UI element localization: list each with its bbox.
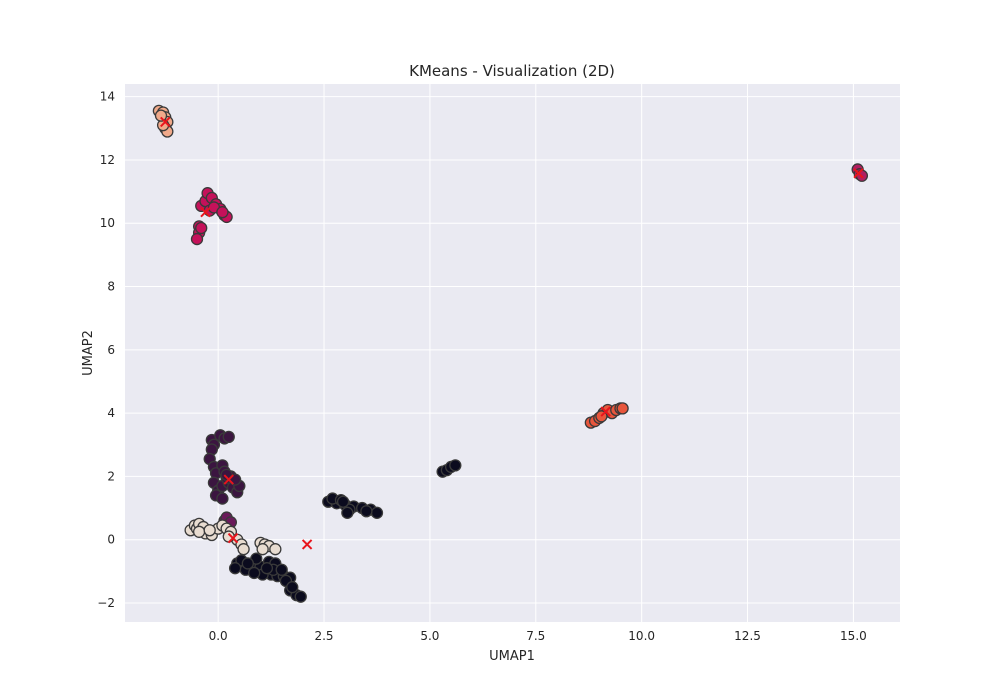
point-cluster-0 <box>336 495 350 508</box>
x-tick-label: 7.5 <box>526 629 545 643</box>
y-tick-label: 10 <box>100 216 115 230</box>
point-cluster-0 <box>341 506 354 519</box>
point-cluster-0 <box>248 566 261 580</box>
centroid-marker <box>600 406 611 417</box>
y-tick-label: 2 <box>107 469 115 483</box>
point-cluster-0 <box>275 563 288 576</box>
y-tick-label: 8 <box>107 280 115 294</box>
y-axis-ticks: −2 0 2 4 6 8 10 12 14 <box>97 90 115 610</box>
centroid-stroke <box>301 539 313 550</box>
x-tick-label: 15.0 <box>840 629 867 643</box>
point-cluster-0 <box>449 459 462 472</box>
y-tick-label: 12 <box>100 153 115 167</box>
data-points <box>152 104 869 603</box>
point-cluster-7 <box>256 543 269 556</box>
point-cluster-7 <box>203 524 216 537</box>
y-tick-label: 4 <box>107 406 115 420</box>
point-cluster-3 <box>190 232 204 246</box>
x-tick-label: 5.0 <box>420 629 439 643</box>
y-tick-label: −2 <box>97 596 115 610</box>
centroid-stroke <box>600 406 611 417</box>
x-axis-ticks: 0.0 2.5 5.0 7.5 10.0 12.5 15.0 <box>209 629 867 643</box>
x-tick-label: 2.5 <box>314 629 333 643</box>
centroid-marker <box>301 539 313 550</box>
x-tick-label: 0.0 <box>209 629 228 643</box>
x-tick-label: 12.5 <box>734 629 761 643</box>
chart-title: KMeans - Visualization (2D) <box>409 62 615 80</box>
point-cluster-3 <box>216 206 229 219</box>
point-cluster-0 <box>260 562 274 575</box>
x-axis-label: UMAP1 <box>489 649 535 664</box>
point-cluster-0 <box>294 590 307 603</box>
y-tick-label: 6 <box>107 343 115 357</box>
point-cluster-7 <box>237 543 250 556</box>
x-tick-label: 10.0 <box>628 629 655 643</box>
point-cluster-0 <box>360 505 373 518</box>
centroid-stroke <box>853 168 864 179</box>
point-cluster-0 <box>228 562 242 575</box>
y-axis-label: UMAP2 <box>81 330 96 376</box>
point-cluster-0 <box>370 506 384 519</box>
point-cluster-7 <box>269 543 282 556</box>
point-cluster-1 <box>216 492 229 505</box>
centroid-markers <box>160 116 864 550</box>
centroid-marker <box>227 532 239 544</box>
centroid-marker <box>200 206 211 218</box>
point-cluster-7 <box>192 525 206 538</box>
centroid-marker <box>223 474 234 485</box>
centroid-stroke <box>200 206 211 218</box>
centroid-marker <box>160 116 171 128</box>
point-cluster-1 <box>222 430 235 444</box>
point-cluster-3 <box>195 221 208 235</box>
plot-area <box>125 84 900 622</box>
centroid-stroke <box>227 532 239 544</box>
point-cluster-5 <box>616 402 629 415</box>
centroid-stroke <box>223 474 234 485</box>
grid-lines <box>125 84 900 622</box>
centroid-marker <box>853 168 864 179</box>
point-cluster-6 <box>154 109 168 122</box>
y-tick-label: 14 <box>100 90 115 104</box>
y-tick-label: 0 <box>107 533 115 547</box>
centroid-stroke <box>160 116 171 128</box>
point-cluster-0 <box>286 581 299 594</box>
point-cluster-0 <box>241 557 254 570</box>
